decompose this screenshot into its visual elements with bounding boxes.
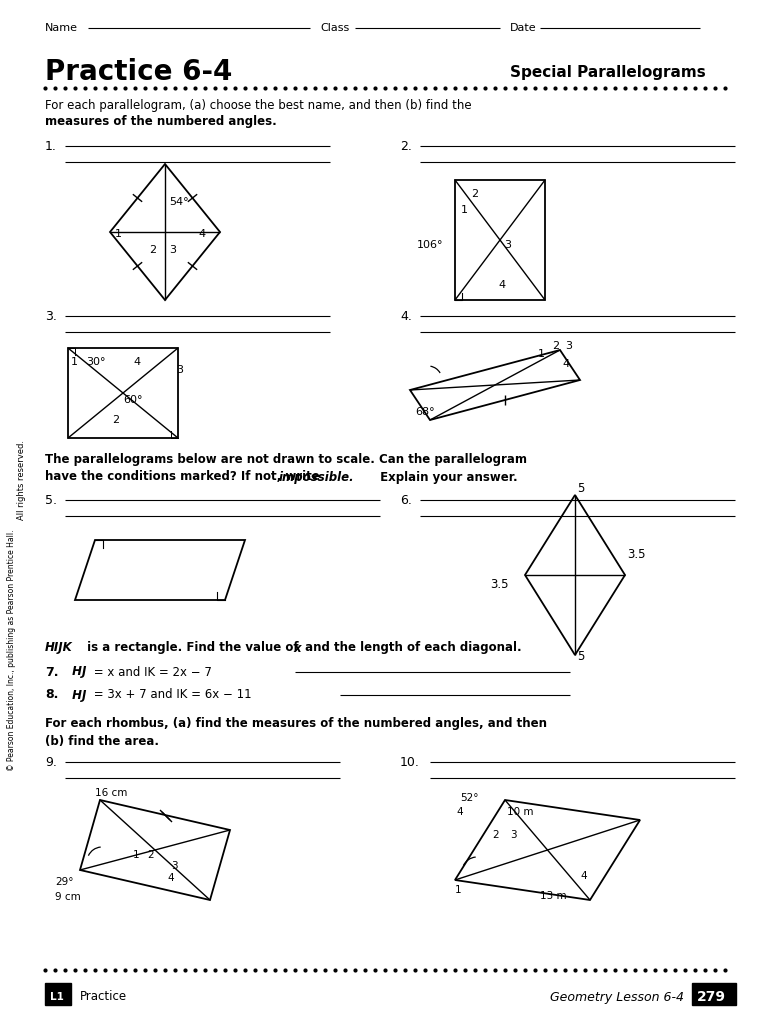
Text: 68°: 68°: [415, 407, 434, 417]
Text: 3.5: 3.5: [490, 579, 508, 592]
Text: 52°: 52°: [460, 793, 479, 803]
Text: Name: Name: [45, 23, 78, 33]
Text: 3: 3: [169, 245, 176, 255]
Text: measures of the numbered angles.: measures of the numbered angles.: [45, 116, 277, 128]
Text: L1: L1: [50, 992, 64, 1002]
Text: and the length of each diagonal.: and the length of each diagonal.: [301, 641, 521, 654]
Text: 4: 4: [562, 359, 569, 369]
Text: (b) find the area.: (b) find the area.: [45, 734, 159, 748]
Text: 2: 2: [112, 415, 119, 425]
Text: 9.: 9.: [45, 756, 57, 768]
Text: 4: 4: [456, 807, 462, 817]
Text: x: x: [293, 641, 301, 654]
Text: 5.: 5.: [45, 494, 57, 507]
Text: 9 cm: 9 cm: [55, 892, 81, 902]
Text: 3.5: 3.5: [627, 549, 646, 561]
Text: 8.: 8.: [45, 688, 58, 701]
Text: 4: 4: [198, 229, 205, 239]
Text: 3: 3: [510, 830, 517, 840]
Text: 106°: 106°: [417, 240, 444, 250]
Text: 3: 3: [171, 861, 178, 871]
Text: 3: 3: [504, 240, 511, 250]
Text: 7.: 7.: [45, 666, 58, 679]
Text: 2: 2: [147, 850, 154, 860]
Text: 3: 3: [565, 341, 572, 351]
Bar: [692, 983, 736, 1005]
Text: Explain your answer.: Explain your answer.: [377, 470, 518, 483]
Text: 4.: 4.: [400, 309, 412, 323]
Text: 29°: 29°: [55, 877, 74, 887]
Text: 4: 4: [133, 357, 140, 367]
Text: HJ: HJ: [68, 688, 86, 701]
Text: 60°: 60°: [123, 395, 142, 406]
Text: = 3x + 7 and IK = 6x − 11: = 3x + 7 and IK = 6x − 11: [90, 688, 252, 701]
Text: 279: 279: [697, 990, 726, 1004]
Text: 4: 4: [498, 280, 505, 290]
Text: For each parallelogram, (a) choose the best name, and then (b) find the: For each parallelogram, (a) choose the b…: [45, 99, 472, 113]
Text: 1: 1: [133, 850, 140, 860]
Text: 2.: 2.: [400, 139, 412, 153]
Text: All rights reserved.: All rights reserved.: [18, 440, 26, 520]
Text: 5: 5: [577, 482, 584, 496]
Text: 10.: 10.: [400, 756, 420, 768]
Text: HJ: HJ: [68, 666, 86, 679]
Text: 3.: 3.: [45, 309, 57, 323]
Text: The parallelograms below are not drawn to scale. Can the parallelogram: The parallelograms below are not drawn t…: [45, 454, 527, 467]
Text: is a rectangle. Find the value of: is a rectangle. Find the value of: [83, 641, 303, 654]
Text: 1.: 1.: [45, 139, 57, 153]
Text: 1: 1: [538, 349, 545, 359]
Text: 54°: 54°: [169, 197, 189, 207]
Text: For each rhombus, (a) find the measures of the numbered angles, and then: For each rhombus, (a) find the measures …: [45, 718, 547, 730]
Text: have the conditions marked? If not, write: have the conditions marked? If not, writ…: [45, 470, 324, 483]
Text: 1: 1: [71, 357, 78, 367]
Text: Geometry Lesson 6-4: Geometry Lesson 6-4: [550, 990, 684, 1004]
Text: 2: 2: [149, 245, 156, 255]
Text: 1: 1: [461, 205, 468, 215]
Text: 2: 2: [552, 341, 559, 351]
Text: 6.: 6.: [400, 494, 412, 507]
Text: 30°: 30°: [86, 357, 106, 367]
Text: Practice: Practice: [80, 990, 127, 1004]
Text: HIJK: HIJK: [45, 641, 73, 654]
Text: © Pearson Education, Inc., publishing as Pearson Prentice Hall.: © Pearson Education, Inc., publishing as…: [8, 529, 16, 771]
Text: 16 cm: 16 cm: [95, 788, 127, 798]
Text: 4: 4: [580, 871, 587, 881]
Text: impossible.: impossible.: [279, 470, 354, 483]
Text: 10 m: 10 m: [507, 807, 534, 817]
Text: = x and IK = 2x − 7: = x and IK = 2x − 7: [90, 666, 212, 679]
Text: 2: 2: [492, 830, 499, 840]
Text: Practice 6-4: Practice 6-4: [45, 58, 232, 86]
Text: Date: Date: [510, 23, 537, 33]
Text: 2: 2: [471, 189, 478, 199]
Text: Class: Class: [320, 23, 349, 33]
Text: 4: 4: [167, 873, 173, 883]
Text: 13 m: 13 m: [540, 891, 566, 901]
Text: 1: 1: [115, 229, 122, 239]
Text: 3: 3: [176, 365, 183, 375]
Bar: [45, 983, 71, 1005]
Text: Special Parallelograms: Special Parallelograms: [510, 65, 706, 80]
Text: 5: 5: [577, 650, 584, 664]
Text: 1: 1: [455, 885, 462, 895]
